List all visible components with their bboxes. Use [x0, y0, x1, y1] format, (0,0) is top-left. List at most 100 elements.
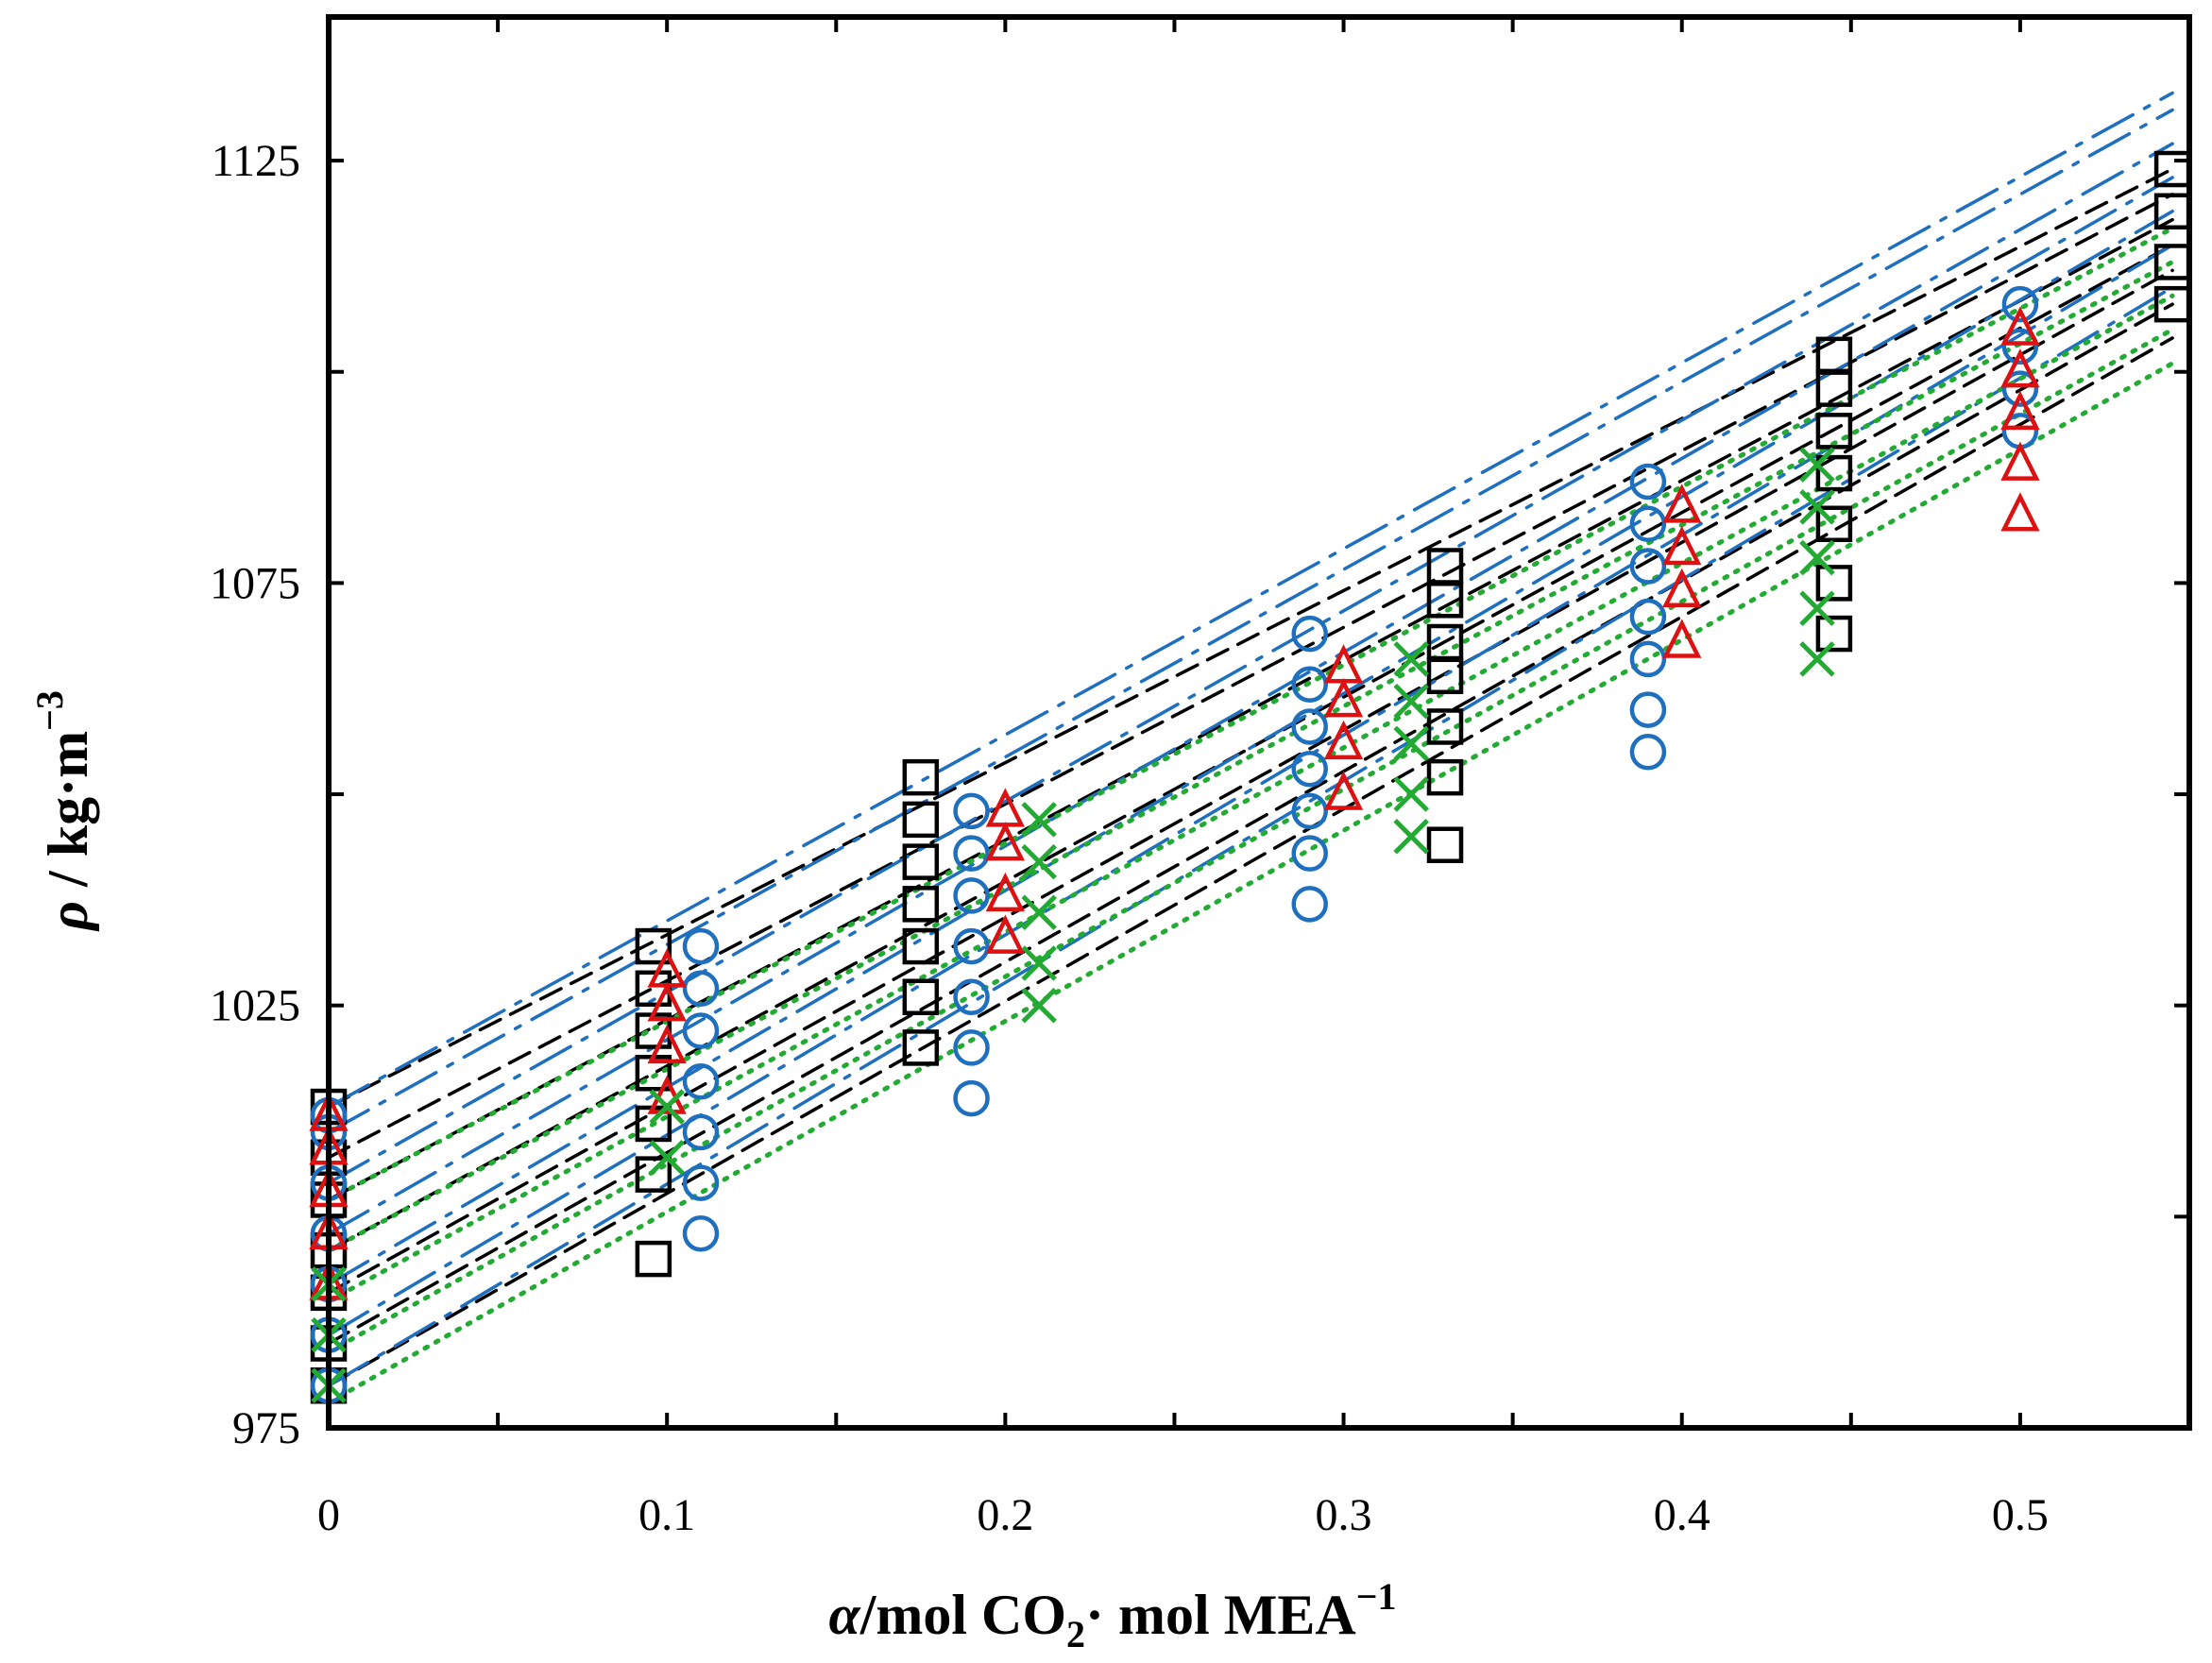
tick-labels: 0 0.1 0.2 0.3 0.4 0.5 975 1025 1075 1125 [210, 136, 2049, 1540]
triangles-point-23 [2000, 390, 2040, 431]
crosses-point-6 [1021, 945, 1057, 981]
plot-frame [326, 14, 2192, 1431]
triangles-point-11 [985, 822, 1026, 861]
circles-point-32 [1629, 548, 1667, 585]
circles-point-25 [1291, 708, 1328, 745]
triangles-point-22 [2000, 441, 2040, 481]
circles-point-15 [953, 1029, 990, 1066]
squares-point-20 [902, 758, 940, 796]
circles-point-20 [953, 792, 990, 830]
x-tick-label-0: 0 [317, 1490, 340, 1540]
squares-point-21 [1426, 826, 1464, 863]
circles-point-29 [1629, 691, 1667, 728]
crosses-point-8 [1021, 843, 1057, 880]
squares-point-32 [1815, 413, 1853, 450]
squares-point-15 [902, 978, 940, 1015]
triangles-point-18 [1662, 568, 1702, 608]
circles-point-24 [1291, 750, 1328, 788]
squares-point-31 [1815, 454, 1853, 492]
fit-lines [326, 91, 2175, 1405]
triangles-point-12 [985, 788, 1026, 827]
circles-point-10 [682, 1062, 720, 1100]
squares-point-17 [902, 886, 940, 923]
crosses-point-7 [1021, 894, 1057, 931]
squares-point-7 [635, 1240, 672, 1278]
x-tick-label-2: 0.2 [977, 1490, 1033, 1540]
triangles-point-24 [2000, 348, 2040, 388]
triangles-point-17 [1662, 619, 1702, 658]
crosses-point-9 [1021, 802, 1057, 838]
circles-point-9 [682, 1113, 720, 1151]
triangles-point-9 [985, 914, 1026, 954]
fit-line-dot-16 [326, 293, 2175, 1304]
triangles-point-16 [1323, 644, 1364, 684]
fit-line-dashdot-13 [327, 91, 2174, 1109]
y-tick-label-0: 975 [232, 1403, 300, 1453]
triangles-point-15 [1323, 678, 1364, 718]
triangles-point-10 [985, 872, 1026, 912]
crosses-point-13 [1393, 683, 1429, 720]
x-tick-label-5: 0.5 [1992, 1490, 2049, 1540]
crosses-point-11 [1393, 776, 1429, 812]
circles-point-14 [953, 1079, 990, 1117]
fit-line-dash-6 [327, 167, 2174, 1109]
squares-point-18 [902, 843, 940, 880]
squares-point-13 [635, 927, 672, 965]
x-axis-title: α/mol CO2· mol MEA−1 [829, 1575, 1397, 1655]
squares-point-29 [1815, 565, 1853, 602]
squares-point-25 [1426, 623, 1464, 661]
circles-point-30 [1629, 640, 1667, 678]
x-tick-label-3: 0.3 [1316, 1490, 1372, 1540]
squares-point-27 [1426, 548, 1464, 585]
circles-point-16 [953, 978, 990, 1015]
crosses-point-14 [1393, 641, 1429, 677]
circles-point-11 [682, 1012, 720, 1049]
circles-point-23 [1291, 792, 1328, 830]
crosses-point-17 [1799, 539, 1835, 576]
circles-point-21 [1291, 886, 1328, 923]
circles-point-8 [682, 1164, 720, 1201]
circles-point-7 [682, 1214, 720, 1252]
circles-point-22 [1291, 835, 1328, 872]
crosses-point-12 [1393, 725, 1429, 762]
fit-line-dash-1 [327, 302, 2174, 1346]
triangles-point-25 [2000, 306, 2040, 346]
fit-line-dash-4 [327, 217, 2174, 1202]
circles-point-36 [2001, 370, 2039, 407]
crosses-point-10 [1393, 819, 1429, 855]
crosses-point-4 [649, 1089, 685, 1125]
fit-line-dash-5 [327, 193, 2174, 1160]
circles-point-27 [1291, 615, 1328, 653]
triangles-point-6 [647, 1024, 687, 1064]
squares-point-19 [902, 801, 940, 839]
squares-point-28 [1815, 615, 1853, 653]
circles-point-12 [682, 970, 720, 1008]
crosses-point-15 [1799, 641, 1835, 677]
x-tick-label-1: 0.1 [638, 1490, 695, 1540]
circles-point-28 [1629, 734, 1667, 771]
circles-point-19 [953, 835, 990, 872]
squares-point-30 [1815, 505, 1853, 543]
crosses-point-5 [1021, 987, 1057, 1024]
crosses-point-16 [1799, 590, 1835, 626]
squares-point-14 [902, 1029, 940, 1066]
circles-point-13 [682, 927, 720, 965]
fit-line-dashdot-7 [327, 285, 2174, 1388]
axes [326, 14, 2192, 1431]
circles-point-17 [953, 927, 990, 965]
squares-point-34 [1815, 336, 1853, 374]
crosses-point-3 [649, 1139, 685, 1176]
circles-point-37 [2001, 328, 2039, 365]
fit-line-dashdot-10 [327, 176, 2174, 1235]
triangles-point-14 [1323, 720, 1364, 760]
triangles-point-20 [1662, 484, 1702, 523]
x-tick-label-4: 0.4 [1654, 1490, 1710, 1540]
circles-point-18 [953, 877, 990, 914]
fit-line-dash-0 [327, 336, 2174, 1388]
circles-point-31 [1629, 598, 1667, 636]
fit-line-dashdot-9 [327, 210, 2174, 1286]
triangles-point-13 [1323, 771, 1364, 810]
y-tick-label-3: 1125 [212, 136, 300, 186]
y-tick-label-1: 1025 [210, 981, 300, 1031]
